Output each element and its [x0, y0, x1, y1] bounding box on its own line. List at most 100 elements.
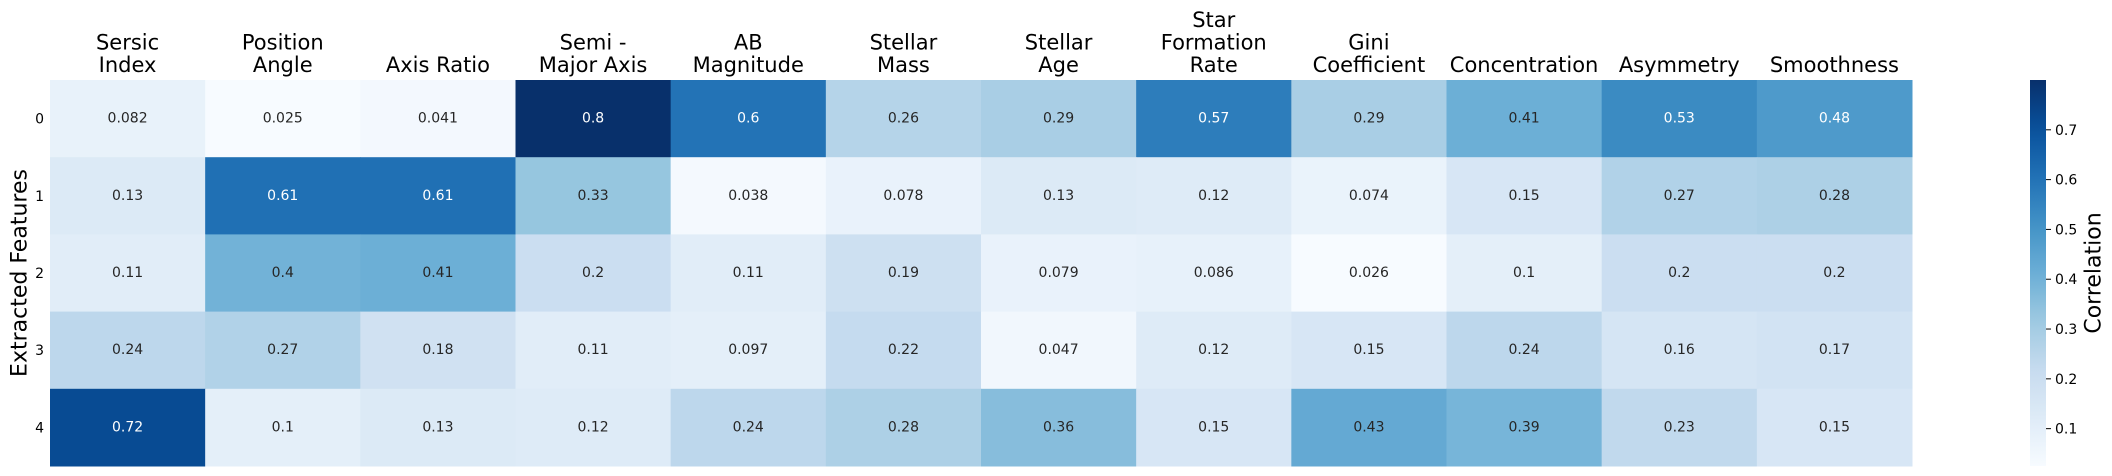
cell-value-label: 0.27 — [1664, 188, 1695, 204]
column-label: Index — [99, 53, 157, 77]
cell-value-label: 0.48 — [1819, 111, 1850, 127]
heatmap-cell — [1446, 80, 1603, 158]
cell-value-label: 0.13 — [112, 188, 143, 204]
heatmap-cell — [1291, 311, 1447, 390]
cell-value-label: 0.11 — [577, 342, 608, 358]
cell-value-label: 0.36 — [1043, 419, 1074, 435]
column-label: Gini — [1348, 31, 1389, 55]
heatmap-cell — [1756, 157, 1913, 235]
heatmap-cell — [981, 234, 1137, 313]
cell-value-label: 0.72 — [112, 419, 143, 435]
heatmap-cell — [825, 311, 982, 390]
heatmap-cell — [515, 80, 672, 158]
heatmap-cell — [1291, 234, 1447, 313]
heatmap-cell — [1756, 80, 1913, 158]
heatmap-cells: 0.082 0.025 0.041 0.8 0.6 0.26 0.29 0.57 0.29 0.4… — [50, 80, 1913, 467]
column-label: Formation — [1161, 31, 1267, 55]
cell-value-label: 0.4 — [272, 265, 294, 281]
heatmap-cell — [1291, 388, 1447, 467]
cell-value-label: 0.17 — [1819, 342, 1850, 358]
column-label: Stellar — [870, 31, 938, 55]
heatmap-cell — [670, 388, 827, 467]
cell-value-label: 0.24 — [1508, 342, 1539, 358]
row-label: 1 — [35, 189, 44, 205]
cell-value-label: 0.29 — [1043, 111, 1074, 127]
heatmap-cell — [1291, 80, 1447, 158]
column-label: Axis Ratio — [386, 53, 490, 77]
heatmap-cell — [670, 157, 827, 235]
column-label: Sersic — [96, 31, 159, 55]
cell-value-label: 0.15 — [1819, 419, 1850, 435]
heatmap-cell — [205, 157, 361, 235]
cell-value-label: 0.11 — [733, 265, 764, 281]
cell-value-label: 0.61 — [267, 188, 298, 204]
column-label: Concentration — [1450, 53, 1599, 77]
heatmap-cell — [1601, 157, 1758, 235]
heatmap-cell — [670, 80, 827, 158]
cell-value-label: 0.15 — [1198, 419, 1229, 435]
colorbar-tick-label: 0.2 — [2055, 372, 2077, 388]
column-label: Major Axis — [539, 53, 648, 77]
heatmap-cell — [1756, 311, 1913, 390]
colorbar-tick-label: 0.1 — [2055, 422, 2077, 438]
heatmap-cell — [1601, 80, 1758, 158]
colorbar-tick-label: 0.5 — [2055, 222, 2077, 238]
heatmap-cell — [1291, 157, 1447, 235]
y-axis-title: Extracted Features — [8, 169, 33, 377]
heatmap-cell — [205, 80, 361, 158]
heatmap-cell — [670, 234, 827, 313]
cell-value-label: 0.8 — [582, 111, 604, 127]
heatmap-cell — [515, 388, 672, 467]
cell-value-label: 0.025 — [263, 111, 303, 127]
heatmap-cell — [825, 234, 982, 313]
cell-value-label: 0.16 — [1664, 342, 1695, 358]
cell-value-label: 0.41 — [1508, 111, 1539, 127]
heatmap-cell — [1756, 388, 1913, 467]
cell-value-label: 0.038 — [728, 188, 768, 204]
cell-value-label: 0.23 — [1664, 419, 1695, 435]
heatmap-cell — [825, 80, 982, 158]
heatmap-cell — [1136, 157, 1292, 235]
heatmap-cell — [825, 388, 982, 467]
colorbar: 0.1 0.2 0.3 0.4 0.5 0.6 0.7 — [2030, 80, 2077, 466]
cell-value-label: 0.43 — [1353, 419, 1384, 435]
cell-value-label: 0.28 — [1819, 188, 1850, 204]
row-label: 0 — [35, 112, 44, 128]
cell-value-label: 0.61 — [422, 188, 453, 204]
heatmap-cell — [981, 388, 1137, 467]
cell-value-label: 0.086 — [1194, 265, 1234, 281]
heatmap-cell — [981, 311, 1137, 390]
column-label: Semi - — [560, 31, 627, 55]
colorbar-gradient — [2030, 80, 2046, 466]
column-label: Smoothness — [1770, 53, 1899, 77]
heatmap-cell — [1601, 311, 1758, 390]
cell-value-label: 0.11 — [112, 265, 143, 281]
heatmap-cell — [1446, 311, 1603, 390]
heatmap-cell — [1136, 80, 1292, 158]
heatmap-cell — [360, 388, 516, 467]
cell-value-label: 0.15 — [1508, 188, 1539, 204]
column-label: Angle — [253, 53, 313, 77]
heatmap-cell — [50, 311, 206, 390]
cell-value-label: 0.026 — [1349, 265, 1389, 281]
heatmap-cell — [50, 80, 206, 158]
column-label: Magnitude — [693, 53, 804, 77]
heatmap-cell — [50, 234, 206, 313]
heatmap-cell — [360, 311, 516, 390]
cell-value-label: 0.079 — [1039, 265, 1079, 281]
column-label: Mass — [877, 53, 930, 77]
cell-value-label: 0.074 — [1349, 188, 1389, 204]
cell-value-label: 0.29 — [1353, 111, 1384, 127]
cell-value-label: 0.28 — [888, 419, 919, 435]
heatmap-cell — [981, 157, 1137, 235]
cell-value-label: 0.12 — [1198, 342, 1229, 358]
cell-value-label: 0.041 — [418, 111, 458, 127]
cell-value-label: 0.57 — [1198, 111, 1229, 127]
heatmap-cell — [1446, 388, 1603, 467]
heatmap-cell — [1136, 234, 1292, 313]
cell-value-label: 0.13 — [422, 419, 453, 435]
column-label: Star — [1192, 8, 1235, 32]
heatmap-cell — [1136, 311, 1292, 390]
